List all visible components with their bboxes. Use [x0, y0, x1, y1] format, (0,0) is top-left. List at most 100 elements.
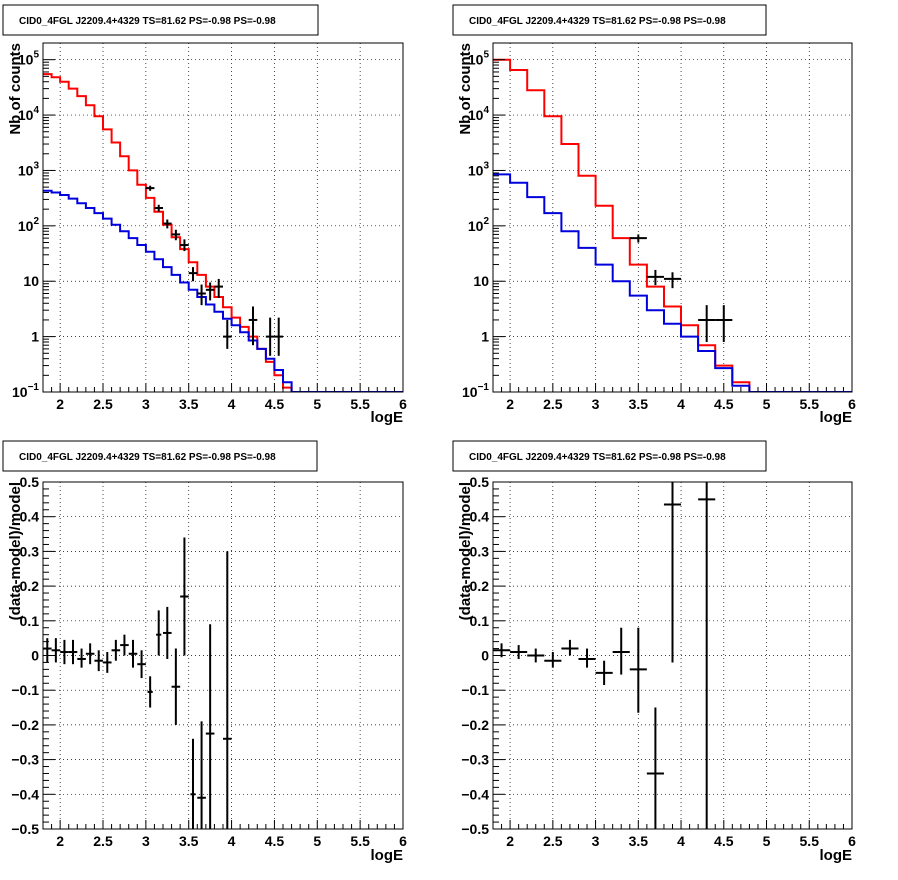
chart-title: CID0_4FGL J2209.4+4329 TS=81.62 PS=-0.98… [19, 452, 276, 463]
data-point [595, 660, 613, 685]
plot-frame [42, 42, 404, 393]
data-point [214, 278, 223, 298]
data-point [197, 284, 206, 306]
x-tick-label: 5.5 [800, 833, 820, 849]
x-tick-label: 2 [506, 833, 514, 849]
y-tick-label: −0.5 [461, 821, 489, 837]
y-tick-label: 0 [31, 648, 39, 664]
x-axis-label: logE [371, 409, 404, 426]
title-box [2, 440, 318, 472]
x-tick-label: 2 [56, 833, 64, 849]
x-tick-label: 3.5 [629, 396, 649, 412]
data-point [578, 648, 596, 668]
data-point [205, 282, 215, 301]
y-tick-label: 1 [481, 329, 489, 345]
data-point [188, 267, 198, 282]
x-tick-label: 4.5 [265, 396, 285, 412]
y-tick-label: 10 [23, 273, 39, 289]
data-point [646, 707, 664, 829]
data-point [111, 639, 121, 661]
y-tick-base: 10 [18, 52, 34, 68]
x-tick-label: 5 [313, 833, 321, 849]
plot-area [43, 73, 403, 392]
y-axis-label: Nb of counts [7, 43, 24, 135]
data-point [197, 721, 206, 829]
plot-frame [492, 42, 853, 393]
y-tick-exponent: 5 [33, 50, 39, 61]
y-tick-exponent: −1 [28, 382, 40, 393]
y-tick-label: 10 [473, 273, 489, 289]
y-tick-label: 0.2 [470, 578, 490, 594]
x-tick-label: 2 [506, 396, 514, 412]
y-axis-label: (data-model)/model [457, 482, 474, 620]
y-tick-base: 10 [18, 162, 34, 178]
series-2-histogram [493, 173, 852, 392]
chart-panel-2: 2 2.5 3 3.5 4 4.5 5 5.5 610−1110102103104105logE… [452, 4, 856, 426]
data-point [190, 738, 196, 829]
chart-title: CID0_4FGL J2209.4+4329 TS=81.62 PS=-0.98… [469, 452, 726, 463]
y-tick-label: 103 [18, 160, 40, 178]
x-tick-label: 4.5 [714, 396, 734, 412]
x-axis-label: logE [371, 847, 404, 864]
data-point [77, 648, 86, 668]
series-1-histogram [43, 73, 403, 392]
data-point [128, 639, 138, 668]
y-tick-label: 0.4 [20, 509, 40, 525]
x-tick-label: 2.5 [93, 396, 113, 412]
x-tick-label: 5 [763, 396, 771, 412]
x-tick-label: 4 [677, 396, 685, 412]
x-axis-label: logE [820, 409, 853, 426]
y-tick-label: 0.4 [470, 509, 490, 525]
data-point [205, 624, 215, 829]
y-axis-label: Nb of counts [457, 43, 474, 135]
x-tick-label: 4 [228, 833, 236, 849]
data-point [663, 272, 682, 289]
x-tick-label: 2 [56, 396, 64, 412]
series-2-histogram [43, 189, 403, 392]
data-point [265, 317, 275, 356]
data-point [223, 551, 232, 829]
data-point [154, 204, 163, 212]
y-tick-base: 10 [12, 384, 28, 400]
chart-panel-3: 2 2.5 3 3.5 4 4.5 5 5.5 6 −0.5 −0.4 −0.3 −0.2 −0.1 0 0.… [2, 440, 407, 864]
chart-panel-1: 2 2.5 3 3.5 4 4.5 5 5.5 610−1110102103104105logE… [2, 4, 407, 426]
y-tick-label: −0.4 [11, 786, 39, 802]
y-tick-base: 10 [462, 384, 478, 400]
data-point [137, 650, 146, 679]
x-tick-label: 6 [399, 396, 407, 412]
y-tick-exponent: 3 [33, 160, 39, 171]
data-point [493, 643, 511, 658]
y-tick-label: 104 [468, 105, 490, 123]
y-tick-label: 0.5 [20, 474, 40, 490]
y-tick-label: −0.1 [461, 682, 489, 698]
x-tick-label: 5.5 [350, 396, 370, 412]
y-tick-label: −0.3 [11, 752, 39, 768]
y-tick-label: −0.5 [11, 821, 39, 837]
data-point [156, 610, 162, 656]
y-tick-label: 102 [468, 216, 490, 234]
y-tick-label: 10−1 [462, 382, 489, 400]
data-point [180, 239, 189, 252]
data-point [510, 645, 528, 659]
data-point [663, 482, 682, 663]
y-tick-label: −0.1 [11, 682, 39, 698]
y-axis-label: (data-model)/model [7, 482, 24, 620]
x-tick-label: 3.5 [629, 833, 649, 849]
data-point [698, 305, 716, 342]
data-point [612, 627, 630, 675]
y-tick-base: 10 [18, 107, 34, 123]
chart-title: CID0_4FGL J2209.4+4329 TS=81.62 PS=-0.98… [469, 16, 726, 27]
data-point [163, 219, 172, 229]
x-tick-label: 5 [313, 396, 321, 412]
x-tick-label: 6 [399, 833, 407, 849]
y-tick-label: 103 [468, 160, 490, 178]
y-tick-label: 0.1 [20, 613, 40, 629]
data-point [171, 229, 181, 241]
data-point [248, 306, 258, 346]
chart-title: CID0_4FGL J2209.4+4329 TS=81.62 PS=-0.98… [19, 16, 276, 27]
data-point [274, 317, 283, 356]
x-tick-label: 3 [592, 833, 600, 849]
y-tick-label: 0 [481, 648, 489, 664]
y-tick-label: 105 [468, 50, 490, 68]
